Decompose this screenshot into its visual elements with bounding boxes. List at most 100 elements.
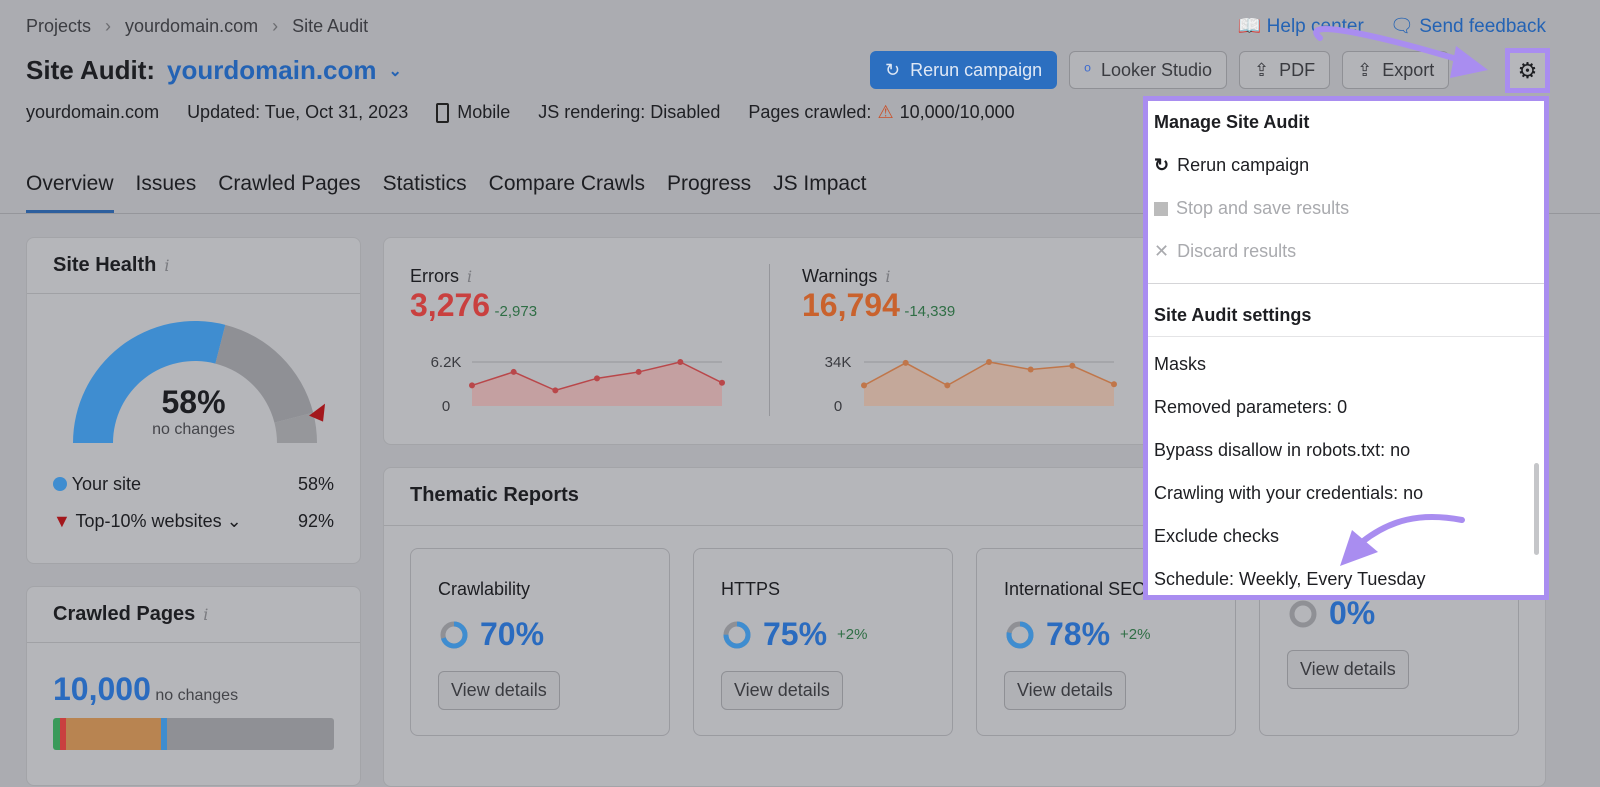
report-pct: 70% bbox=[480, 616, 545, 652]
tab-overview[interactable]: Overview bbox=[26, 172, 114, 214]
report-delta: +2% bbox=[1120, 626, 1151, 643]
tabs: Overview Issues Crawled Pages Statistics… bbox=[26, 172, 866, 214]
report-name: HTTPS bbox=[721, 579, 781, 599]
info-icon[interactable]: i bbox=[467, 267, 473, 286]
mobile-icon bbox=[436, 102, 450, 123]
menu-rerun-campaign[interactable]: ↻ Rerun campaign bbox=[1148, 144, 1544, 187]
upload-icon: ⇪ bbox=[1254, 59, 1270, 80]
thematic-report-3: 0% View details bbox=[1259, 548, 1519, 736]
menu-discard-results[interactable]: ✕ Discard results bbox=[1148, 230, 1544, 273]
arrow-head bbox=[1450, 46, 1488, 78]
errors-value[interactable]: 3,276 bbox=[410, 287, 491, 323]
looker-icon: ᵒ bbox=[1084, 59, 1091, 80]
your-site-label: Your site bbox=[71, 474, 142, 494]
upload-icon: ⇪ bbox=[1357, 59, 1373, 80]
chevron-down-icon[interactable]: ⌄ bbox=[388, 62, 402, 80]
sparkline-point bbox=[902, 359, 909, 366]
feedback-label: Send feedback bbox=[1419, 16, 1546, 37]
sparkline-point bbox=[469, 382, 475, 389]
breadcrumb-domain[interactable]: yourdomain.com bbox=[125, 16, 259, 36]
scrollbar[interactable] bbox=[1534, 463, 1539, 555]
info-icon[interactable]: i bbox=[164, 256, 170, 275]
sparkline-point bbox=[1111, 381, 1117, 388]
report-pct: 75% bbox=[763, 616, 828, 652]
menu-crawling-credentials[interactable]: Crawling with your credentials: no bbox=[1154, 483, 1424, 503]
menu-bypass-disallow[interactable]: Bypass disallow in robots.txt: no bbox=[1154, 440, 1411, 460]
sparkline-point bbox=[594, 375, 600, 382]
export-label: Export bbox=[1382, 59, 1435, 80]
tab-issues[interactable]: Issues bbox=[135, 172, 197, 195]
menu-removed-parameters[interactable]: Removed parameters: 0 bbox=[1154, 397, 1348, 417]
looker-label: Looker Studio bbox=[1100, 59, 1213, 80]
domain-selector[interactable]: yourdomain.com bbox=[167, 55, 377, 85]
breadcrumb: Projects › yourdomain.com › Site Audit bbox=[26, 16, 368, 37]
sparkline-point bbox=[510, 368, 517, 375]
tab-progress[interactable]: Progress bbox=[667, 172, 752, 195]
gauge-your-site bbox=[73, 321, 226, 443]
export-button[interactable]: ⇪ Export bbox=[1342, 51, 1450, 89]
send-feedback-link[interactable]: 🗨 Send feedback bbox=[1389, 16, 1546, 37]
y-tick-max: 6.2K bbox=[431, 354, 462, 371]
sparkline-point bbox=[635, 368, 642, 375]
card-title: Thematic Reports bbox=[384, 468, 1545, 526]
rerun-label: Rerun campaign bbox=[910, 59, 1043, 80]
tab-js-impact[interactable]: JS Impact bbox=[773, 172, 867, 195]
menu-label: Rerun campaign bbox=[1177, 155, 1310, 175]
menu-masks[interactable]: Masks bbox=[1154, 354, 1207, 374]
close-icon: ✕ bbox=[1154, 241, 1170, 261]
settings-gear-button[interactable]: ⚙ bbox=[1505, 48, 1550, 93]
warnings-value[interactable]: 16,794 bbox=[802, 287, 900, 323]
sparkline-area bbox=[864, 362, 1114, 406]
title-label: Site Audit: bbox=[26, 55, 156, 85]
menu-stop-and-save[interactable]: Stop and save results bbox=[1148, 187, 1544, 230]
crawled-pages-card: Crawled Pages i 10,000 no changes bbox=[26, 586, 361, 786]
tab-crawled-pages[interactable]: Crawled Pages bbox=[218, 172, 361, 195]
menu-schedule[interactable]: Schedule: Weekly, Every Tuesday bbox=[1154, 569, 1426, 589]
divider bbox=[1148, 283, 1544, 284]
info-icon[interactable]: i bbox=[203, 605, 209, 624]
menu-exclude-checks[interactable]: Exclude checks bbox=[1154, 526, 1280, 546]
refresh-icon: ↻ bbox=[885, 59, 901, 80]
info-icon[interactable]: i bbox=[885, 267, 891, 286]
rerun-campaign-button[interactable]: ↻ Rerun campaign bbox=[870, 51, 1058, 89]
sparkline-point bbox=[1027, 366, 1034, 373]
meta-updated: Updated: Tue, Oct 31, 2023 bbox=[187, 102, 409, 122]
view-details-button[interactable]: View details bbox=[1287, 650, 1409, 689]
view-details-button[interactable]: View details bbox=[438, 671, 560, 710]
gauge-top-segment bbox=[274, 412, 317, 443]
donut-icon bbox=[723, 621, 751, 648]
view-details-button[interactable]: View details bbox=[1004, 671, 1126, 710]
errors-sparkline: 6.2K 0 bbox=[431, 354, 725, 415]
card-title: Site Health bbox=[53, 254, 157, 276]
help-center-link[interactable]: 📖 Help center bbox=[1237, 16, 1364, 37]
crawled-note: no changes bbox=[155, 687, 239, 704]
y-tick-max: 34K bbox=[825, 354, 852, 371]
audit-meta: yourdomain.com Updated: Tue, Oct 31, 202… bbox=[26, 102, 1015, 123]
pdf-label: PDF bbox=[1279, 59, 1316, 80]
gauge-remaining bbox=[215, 324, 314, 423]
tab-compare-crawls[interactable]: Compare Crawls bbox=[488, 172, 646, 195]
sparkline-point bbox=[1069, 362, 1076, 369]
thematic-report-1: HTTPS 75% +2% View details bbox=[693, 548, 953, 736]
site-health-note: no changes bbox=[152, 421, 235, 438]
meta-js: JS rendering: Disabled bbox=[538, 102, 721, 122]
breadcrumb-projects[interactable]: Projects bbox=[26, 16, 92, 36]
tab-statistics[interactable]: Statistics bbox=[382, 172, 467, 195]
meta-domain: yourdomain.com bbox=[26, 102, 160, 122]
y-tick-min: 0 bbox=[834, 398, 842, 415]
view-details-button[interactable]: View details bbox=[721, 671, 843, 710]
looker-studio-button[interactable]: ᵒ Looker Studio bbox=[1069, 51, 1228, 89]
top-10-selector[interactable]: ▼ Top-10% websites ⌄ bbox=[53, 511, 242, 532]
legend-dot bbox=[53, 477, 67, 491]
sparkline-point bbox=[552, 387, 559, 394]
thematic-report-0: Crawlability 70% View details bbox=[410, 548, 670, 736]
sparkline-point bbox=[719, 379, 725, 386]
pdf-button[interactable]: ⇪ PDF bbox=[1239, 51, 1331, 89]
y-tick-min: 0 bbox=[442, 398, 450, 415]
meta-pages-value: 10,000/10,000 bbox=[899, 102, 1015, 122]
breadcrumb-current: Site Audit bbox=[292, 16, 369, 36]
site-health-gauge bbox=[73, 321, 326, 443]
triangle-down-icon: ▼ bbox=[53, 511, 71, 531]
top-value: 92% bbox=[297, 511, 334, 531]
sparkline-point bbox=[861, 382, 867, 389]
